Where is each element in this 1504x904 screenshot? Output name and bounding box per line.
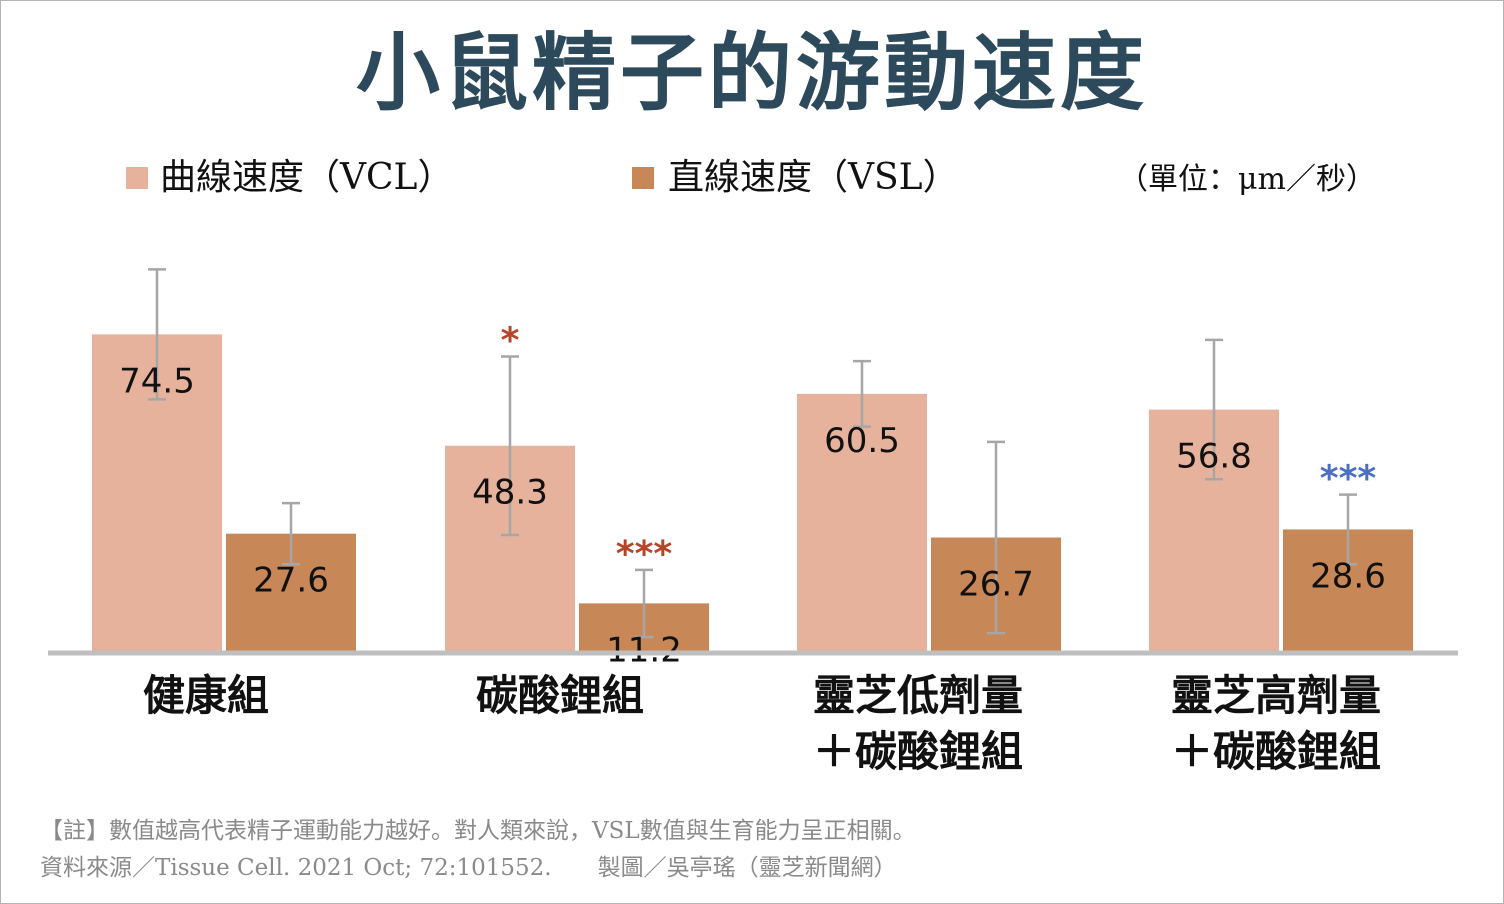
category-label-line: 靈芝低劑量 (812, 671, 1023, 720)
data-label: 26.7 (958, 565, 1034, 605)
data-label: 60.5 (824, 421, 900, 461)
legend-swatch-vsl (632, 167, 654, 189)
category-label-line: 碳酸鋰組 (475, 671, 644, 720)
legend-label-vsl: 直線速度（VSL） (668, 157, 959, 198)
bar-vcl-2 (797, 393, 927, 651)
data-label: 27.6 (253, 561, 329, 601)
data-label: 48.3 (472, 473, 548, 513)
category-label-line: 健康組 (142, 671, 269, 720)
category-label-line: ＋碳酸鋰組 (1170, 727, 1381, 776)
category-label-line: 靈芝高劑量 (1170, 671, 1381, 720)
category-label-lithium: 碳酸鋰組 (410, 668, 710, 724)
significance-marker: *** (1320, 459, 1377, 500)
category-label-healthy: 健康組 (56, 668, 356, 724)
significance-marker: *** (616, 534, 673, 575)
legend-label-vcl: 曲線速度（VCL） (160, 157, 454, 198)
footnote: 【註】數值越高代表精子運動能力越好。對人類來說，VSL數值與生育能力呈正相關。 (40, 818, 916, 844)
category-label-high-dose: 靈芝高劑量 ＋碳酸鋰組 (1126, 668, 1426, 780)
chart-title: 小鼠精子的游動速度 (355, 23, 1148, 122)
legend-swatch-vcl (126, 167, 148, 189)
category-label-low-dose: 靈芝低劑量 ＋碳酸鋰組 (768, 668, 1068, 780)
data-label: 74.5 (119, 361, 195, 401)
data-label: 28.6 (1310, 556, 1386, 596)
category-label-line: ＋碳酸鋰組 (812, 727, 1023, 776)
significance-marker: * (501, 320, 520, 361)
data-label: 56.8 (1176, 437, 1252, 477)
source-credit: 資料來源／Tissue Cell. 2021 Oct; 72:101552. 製… (40, 855, 897, 881)
data-label: 11.2 (606, 630, 682, 670)
unit-note: （單位：μm／秒） (1118, 162, 1376, 197)
